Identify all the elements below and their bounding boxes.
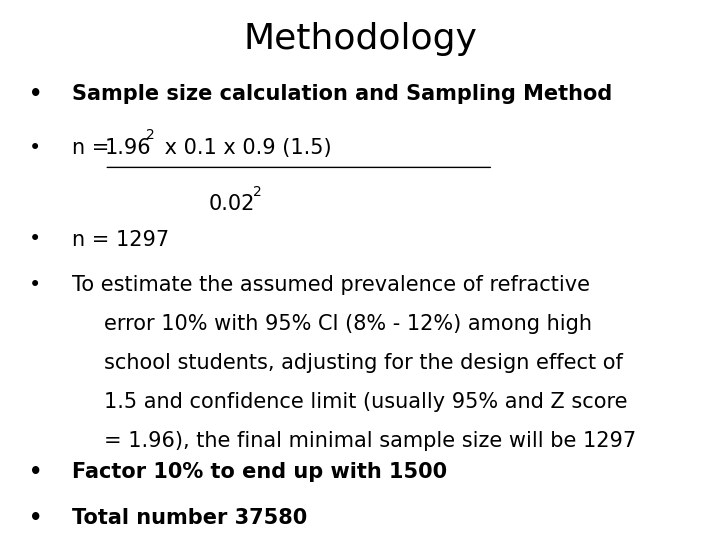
Text: •: • (29, 84, 42, 104)
Text: = 1.96), the final minimal sample size will be 1297: = 1.96), the final minimal sample size w… (104, 431, 636, 451)
Text: school students, adjusting for the design effect of: school students, adjusting for the desig… (104, 353, 624, 373)
Text: 1.5 and confidence limit (usually 95% and Z score: 1.5 and confidence limit (usually 95% an… (104, 392, 628, 412)
Text: •: • (29, 508, 42, 528)
Text: n =: n = (72, 138, 116, 158)
Text: Factor 10% to end up with 1500: Factor 10% to end up with 1500 (72, 462, 447, 482)
Text: To estimate the assumed prevalence of refractive: To estimate the assumed prevalence of re… (72, 275, 590, 295)
Text: •: • (29, 275, 41, 295)
Text: •: • (29, 230, 41, 249)
Text: 2: 2 (253, 185, 262, 199)
Text: •: • (29, 462, 42, 482)
Text: x 0.1 x 0.9 (1.5): x 0.1 x 0.9 (1.5) (158, 138, 332, 158)
Text: 0.02: 0.02 (209, 194, 255, 214)
Text: n = 1297: n = 1297 (72, 230, 169, 249)
Text: 1.96: 1.96 (104, 138, 151, 158)
Text: Methodology: Methodology (243, 22, 477, 56)
Text: error 10% with 95% CI (8% - 12%) among high: error 10% with 95% CI (8% - 12%) among h… (104, 314, 593, 334)
Text: 2: 2 (146, 128, 155, 142)
Text: •: • (29, 138, 41, 158)
Text: Sample size calculation and Sampling Method: Sample size calculation and Sampling Met… (72, 84, 612, 104)
Text: Total number 37580: Total number 37580 (72, 508, 307, 528)
